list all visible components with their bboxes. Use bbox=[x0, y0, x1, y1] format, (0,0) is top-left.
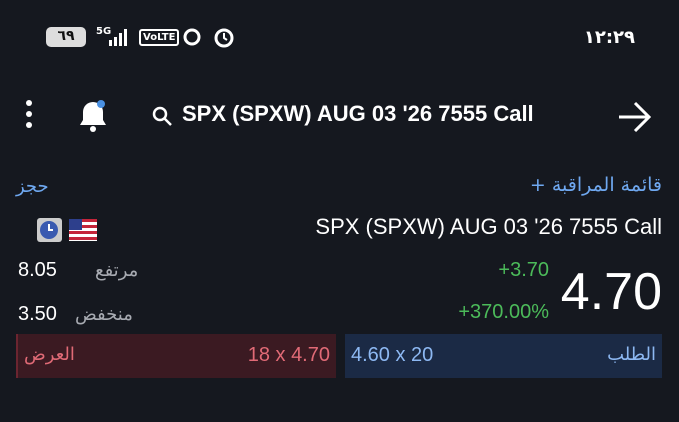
watchlist-button[interactable]: + قائمة المراقبة bbox=[529, 174, 662, 196]
bid-value: 4.60 x 20 bbox=[351, 344, 434, 366]
ask-value: 18 x 4.70 bbox=[247, 344, 330, 366]
battery-level: ٦٩ bbox=[57, 28, 75, 44]
signal-icon bbox=[109, 29, 127, 46]
market-icons bbox=[37, 218, 97, 242]
status-icons bbox=[183, 28, 234, 48]
header-icons bbox=[26, 100, 106, 132]
price-change: +3.70 bbox=[498, 259, 549, 281]
header-title: SPX (SPXW) AUG 03 '26 7555 Call bbox=[182, 101, 534, 127]
low-value: 3.50 bbox=[18, 303, 57, 325]
high-label: مرتفع bbox=[95, 260, 139, 281]
high-value: 8.05 bbox=[18, 259, 57, 281]
bid-box[interactable]: الطلب 4.60 x 20 bbox=[345, 334, 662, 378]
search-icon[interactable] bbox=[152, 106, 174, 128]
ask-box[interactable]: العرض 18 x 4.70 bbox=[16, 334, 336, 378]
percent-change: +370.00% bbox=[458, 301, 549, 323]
clock: ١٢:٢٩ bbox=[583, 27, 635, 48]
low-label: منخفض bbox=[75, 304, 133, 325]
title-text: SPX (SPXW) AUG 03 '26 7555 Call bbox=[182, 101, 534, 126]
network: 5G bbox=[96, 26, 112, 37]
volte: VoLTE bbox=[139, 29, 180, 46]
battery: ٦٩ bbox=[46, 27, 86, 47]
last-price: 4.70 bbox=[560, 263, 662, 321]
bid-label: الطلب bbox=[607, 344, 656, 365]
book-button[interactable]: حجز bbox=[16, 176, 49, 197]
ask-label: العرض bbox=[24, 344, 75, 365]
instrument-name: SPX (SPXW) AUG 03 '26 7555 Call bbox=[315, 214, 662, 239]
back-arrow[interactable] bbox=[616, 100, 654, 134]
